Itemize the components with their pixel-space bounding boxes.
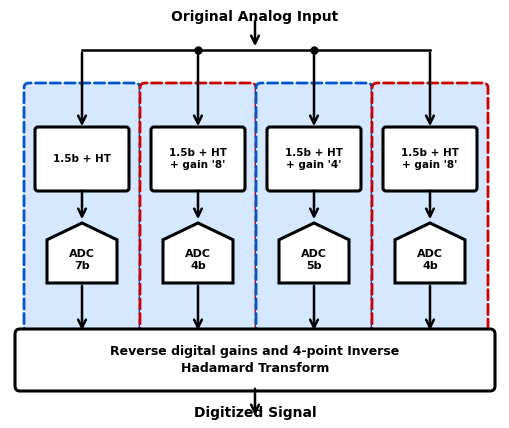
- FancyBboxPatch shape: [382, 127, 476, 191]
- FancyBboxPatch shape: [151, 127, 244, 191]
- Polygon shape: [163, 223, 233, 283]
- Text: 1.5b + HT
+ gain '4': 1.5b + HT + gain '4': [285, 148, 343, 170]
- Text: 1.5b + HT
+ gain '8': 1.5b + HT + gain '8': [168, 148, 227, 170]
- Text: Reverse digital gains and 4-point Inverse
Hadamard Transform: Reverse digital gains and 4-point Invers…: [110, 345, 399, 375]
- Text: 1.5b + HT: 1.5b + HT: [53, 154, 111, 164]
- FancyBboxPatch shape: [15, 329, 494, 391]
- Text: ADC
7b: ADC 7b: [69, 249, 95, 271]
- Polygon shape: [278, 223, 348, 283]
- FancyBboxPatch shape: [267, 127, 360, 191]
- FancyBboxPatch shape: [35, 127, 129, 191]
- FancyBboxPatch shape: [140, 83, 256, 338]
- FancyBboxPatch shape: [256, 83, 371, 338]
- Polygon shape: [47, 223, 117, 283]
- FancyBboxPatch shape: [24, 83, 140, 338]
- Text: ADC
4b: ADC 4b: [416, 249, 442, 271]
- Text: ADC
5b: ADC 5b: [300, 249, 326, 271]
- Text: Digitized Signal: Digitized Signal: [193, 406, 316, 420]
- Polygon shape: [394, 223, 464, 283]
- Text: ADC
4b: ADC 4b: [185, 249, 211, 271]
- FancyBboxPatch shape: [371, 83, 487, 338]
- Text: 1.5b + HT
+ gain '8': 1.5b + HT + gain '8': [400, 148, 458, 170]
- Text: Original Analog Input: Original Analog Input: [171, 10, 338, 24]
